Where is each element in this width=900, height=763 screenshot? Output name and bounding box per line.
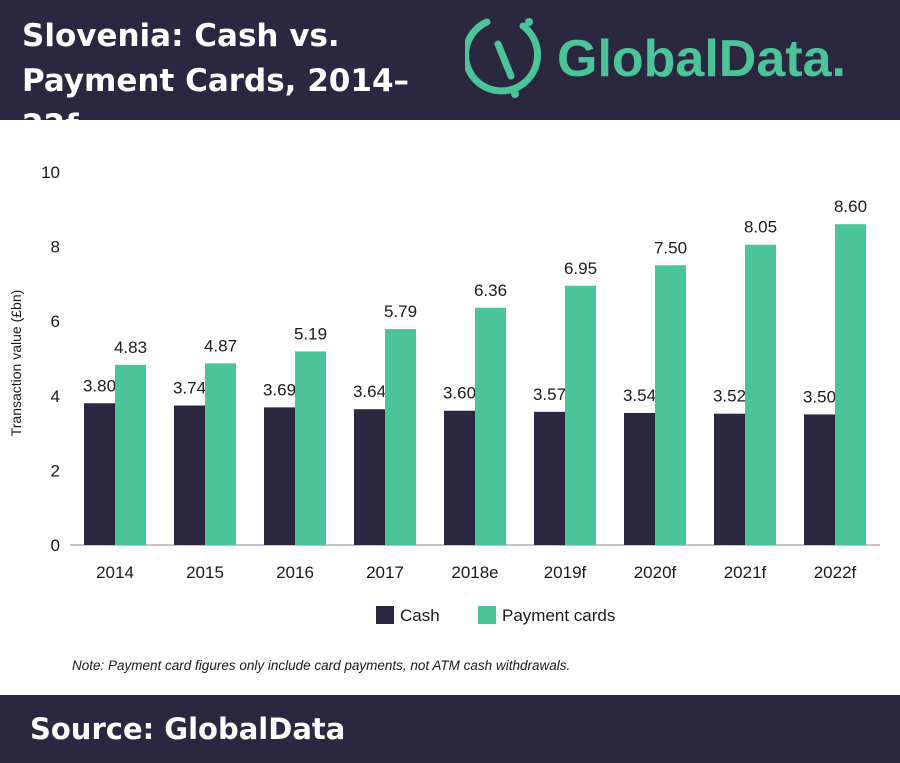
- globaldata-logo: GlobalData.: [465, 18, 846, 98]
- x-tick-label-2017: 2017: [366, 563, 404, 582]
- bar-payment-cards-2019f: [565, 285, 596, 545]
- bar-chart: Transaction value (£bn) 0 2 4 6 8 10 3.80 4.83…: [8, 163, 880, 625]
- title-line-2: Payment Cards, 2014–22f: [22, 63, 410, 144]
- bar-payment-cards-2014: [115, 364, 146, 545]
- bar-payment-cards-2015: [205, 363, 236, 545]
- x-tick-label-2019f: 2019f: [544, 563, 587, 582]
- bar-cash-2019f: [534, 411, 565, 545]
- bar-payment-cards-2018e: [475, 307, 506, 545]
- bar-payment-cards-2021f: [745, 244, 776, 546]
- legend-swatch-payment-cards: [478, 606, 496, 624]
- y-tick-label-2: 2: [51, 461, 60, 480]
- data-label-cash-2021f: 3.52: [713, 387, 746, 406]
- y-tick-label-10: 10: [41, 163, 60, 182]
- bars: 3.80 4.83 3.74 4.87 3.69 5.19 3.64 5.79 3.60 6.36…: [83, 197, 867, 546]
- title-line-1: Slovenia: Cash vs.: [22, 18, 340, 54]
- y-tick-label-8: 8: [51, 238, 60, 257]
- data-label-payment-cards-2016: 5.19: [294, 324, 327, 343]
- bar-payment-cards-2020f: [655, 265, 686, 545]
- x-tick-label-2018e: 2018e: [451, 563, 498, 582]
- data-label-payment-cards-2018e: 6.36: [474, 281, 507, 300]
- data-label-cash-2014: 3.80: [83, 376, 116, 395]
- y-tick-label-6: 6: [51, 312, 60, 331]
- bar-cash-2022f: [804, 414, 835, 545]
- bar-cash-2021f: [714, 413, 745, 545]
- bar-cash-2016: [264, 407, 295, 545]
- x-tick-label-2020f: 2020f: [634, 563, 677, 582]
- x-tick-label-2016: 2016: [276, 563, 314, 582]
- bar-payment-cards-2022f: [835, 224, 866, 545]
- header-band: Slovenia: Cash vs. Payment Cards, 2014–2…: [0, 0, 900, 144]
- bar-cash-2015: [174, 405, 205, 545]
- legend-swatch-cash: [376, 606, 394, 624]
- x-tick-label-2022f: 2022f: [814, 563, 857, 582]
- data-label-payment-cards-2014: 4.83: [114, 338, 147, 357]
- footer-band: Source: GlobalData: [0, 695, 900, 763]
- bar-cash-2014: [84, 403, 115, 545]
- source-text: Source: GlobalData: [30, 712, 346, 746]
- legend-label-cash: Cash: [400, 606, 440, 625]
- x-ticks: 2014 2015 2016 2017 2018e 2019f 2020f 2021f 2022…: [96, 563, 856, 582]
- bar-payment-cards-2017: [385, 329, 416, 545]
- data-label-cash-2018e: 3.60: [443, 384, 476, 403]
- legend-label-payment-cards: Payment cards: [502, 606, 615, 625]
- x-tick-label-2021f: 2021f: [724, 563, 767, 582]
- bar-cash-2020f: [624, 412, 655, 545]
- data-label-cash-2016: 3.69: [263, 380, 296, 399]
- bar-cash-2017: [354, 409, 385, 545]
- y-tick-label-0: 0: [51, 536, 60, 555]
- y-ticks: 0 2 4 6 8 10: [41, 163, 60, 555]
- bar-cash-2018e: [444, 410, 475, 545]
- chart-note: Note: Payment card figures only include …: [72, 658, 571, 673]
- data-label-payment-cards-2015: 4.87: [204, 336, 237, 355]
- data-label-payment-cards-2017: 5.79: [384, 302, 417, 321]
- data-label-cash-2022f: 3.50: [803, 387, 836, 406]
- y-axis-label: Transaction value (£bn): [8, 290, 24, 437]
- data-label-payment-cards-2019f: 6.95: [564, 259, 597, 278]
- globaldata-logo-icon: [465, 18, 542, 98]
- x-tick-label-2014: 2014: [96, 563, 134, 582]
- bar-payment-cards-2016: [295, 351, 326, 545]
- chart-title: Slovenia: Cash vs. Payment Cards, 2014–2…: [22, 14, 452, 149]
- legend: Cash Payment cards: [376, 606, 615, 625]
- data-label-payment-cards-2021f: 8.05: [744, 218, 777, 237]
- data-label-cash-2015: 3.74: [173, 378, 206, 397]
- x-tick-label-2015: 2015: [186, 563, 224, 582]
- data-label-cash-2019f: 3.57: [533, 385, 566, 404]
- data-label-cash-2017: 3.64: [353, 382, 386, 401]
- y-tick-label-4: 4: [51, 387, 60, 406]
- globaldata-logo-text: GlobalData.: [557, 30, 846, 88]
- data-label-payment-cards-2022f: 8.60: [834, 197, 867, 216]
- data-label-cash-2020f: 3.54: [623, 386, 656, 405]
- data-label-payment-cards-2020f: 7.50: [654, 238, 687, 257]
